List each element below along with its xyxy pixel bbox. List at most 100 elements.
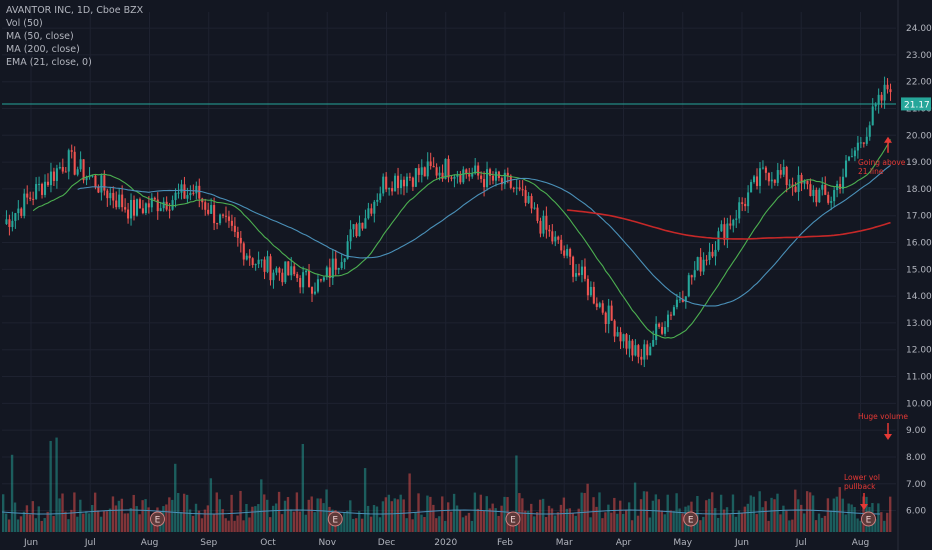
legend-ma50[interactable]: MA (50, close) (6, 31, 74, 42)
candle-body (115, 200, 118, 208)
candle-body (750, 182, 753, 193)
candle-body (690, 275, 693, 278)
volume-bar (43, 518, 46, 532)
volume-bar (105, 511, 109, 532)
candle (269, 253, 272, 286)
volume-bar (627, 502, 631, 532)
volume-bar (503, 496, 506, 532)
candle-body (705, 259, 708, 261)
candle (453, 174, 456, 188)
candle-body (758, 168, 762, 186)
candle (198, 178, 201, 208)
candle (655, 316, 658, 346)
volume-bar (126, 513, 129, 532)
legend-ma200[interactable]: MA (200, close) (6, 44, 80, 55)
candle-body (26, 193, 29, 198)
legend-ema21[interactable]: EMA (21, close, 0) (6, 57, 92, 68)
candle-body (349, 229, 352, 242)
volume-bar (589, 517, 592, 532)
volume-bar (132, 494, 135, 532)
volume-bar (251, 506, 254, 532)
volume-bar (764, 501, 767, 532)
candle (853, 147, 856, 162)
candle (539, 217, 542, 238)
y-tick-label: 18.00 (906, 185, 932, 195)
candle-body (438, 172, 441, 176)
candle (216, 222, 219, 230)
candle (545, 206, 548, 239)
legend-volume[interactable]: Vol (50) (6, 18, 43, 29)
candle-body (364, 218, 367, 229)
annotation-text: 21 line (858, 167, 884, 176)
volume-bar (360, 518, 364, 532)
candle (613, 319, 616, 343)
volume-bar (58, 498, 61, 532)
volume-bar (482, 510, 485, 532)
candle-body (429, 161, 432, 166)
candle-body (49, 171, 52, 186)
volume-bar (826, 498, 830, 532)
candle (355, 222, 358, 238)
candle (750, 179, 753, 193)
candle-body (61, 167, 64, 172)
volume-bar (76, 516, 79, 532)
candle-body (714, 249, 717, 257)
volume-bar (464, 515, 468, 532)
candle (88, 167, 91, 180)
volume-bar (135, 506, 138, 532)
candle (144, 202, 147, 216)
candle (135, 198, 139, 217)
annotation-text: Lower vol (844, 473, 880, 482)
candle-body (242, 243, 245, 260)
volume-bar (817, 513, 821, 532)
volume-bar (248, 517, 251, 532)
candle (224, 206, 228, 223)
candle (886, 78, 889, 94)
candle (189, 185, 192, 201)
candle-body (308, 270, 311, 287)
volume-bar (740, 513, 744, 532)
candle-body (411, 177, 414, 187)
candle (732, 218, 735, 233)
candle (67, 148, 70, 180)
candle-body (637, 345, 640, 357)
y-tick-label: 24.00 (906, 24, 932, 34)
candle (717, 227, 720, 252)
candle (616, 326, 619, 337)
candle (859, 137, 862, 149)
volume-bar (40, 520, 43, 532)
candle-body (346, 241, 349, 259)
candle-body (649, 346, 652, 356)
candle-body (554, 236, 557, 242)
legend-symbol[interactable]: AVANTOR INC, 1D, Cboe BZX (6, 5, 144, 16)
candle (598, 301, 601, 309)
candle-body (589, 286, 592, 296)
x-tick-label: Apr (616, 538, 632, 548)
volume-bar (301, 443, 304, 532)
y-tick-label: 13.00 (906, 319, 932, 329)
volume-bar (266, 499, 269, 532)
volume-bar (174, 463, 177, 532)
y-tick-label: 6.00 (906, 507, 926, 517)
candle (370, 203, 373, 217)
candle (761, 160, 764, 170)
candle (388, 187, 391, 196)
volume-bar (260, 479, 263, 532)
volume-bar (559, 504, 563, 532)
candle (830, 196, 833, 211)
volume-bar (147, 507, 150, 532)
volume-bar (497, 515, 500, 532)
volume-bar (432, 504, 435, 532)
volume-bar (435, 518, 438, 532)
volume-bar (666, 494, 669, 532)
x-tick-label: Aug (852, 538, 870, 548)
candle (785, 165, 788, 193)
candle-body (744, 203, 747, 207)
volume-bar (601, 518, 604, 532)
candle (20, 207, 23, 219)
volume-bar (610, 512, 613, 532)
last-price-label: 21.17 (904, 100, 930, 110)
candle (221, 213, 225, 219)
x-tick-label: Feb (497, 538, 513, 548)
